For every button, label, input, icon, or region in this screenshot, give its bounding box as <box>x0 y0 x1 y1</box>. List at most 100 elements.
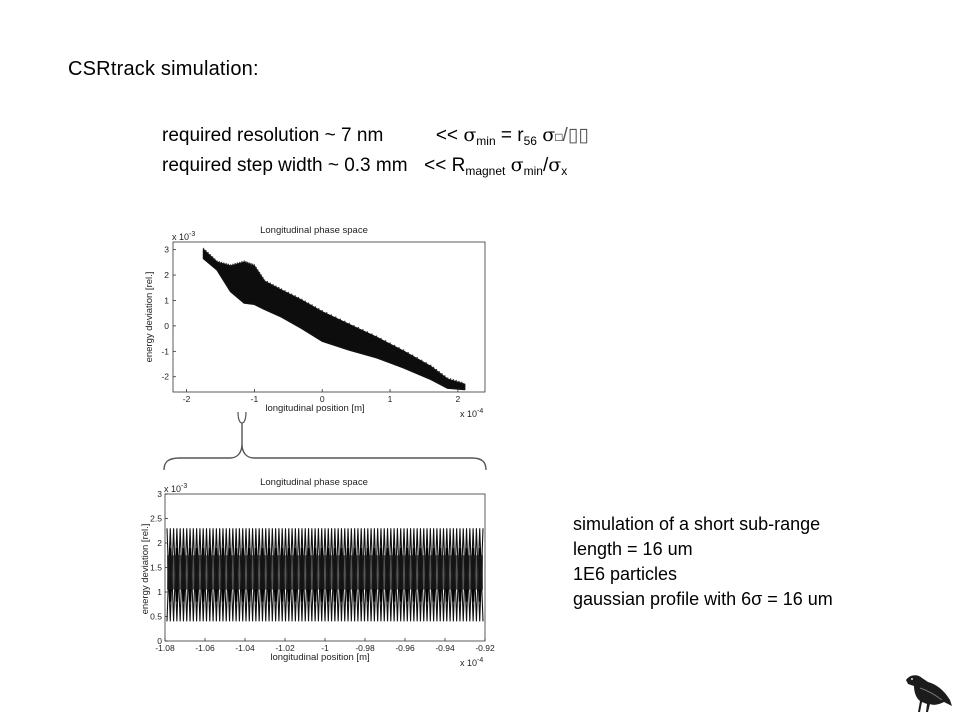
particle-point <box>269 282 271 284</box>
particle-point <box>245 261 247 263</box>
y-tick-label: 0 <box>157 636 162 646</box>
particle-point <box>216 260 218 262</box>
particle-point <box>393 344 396 347</box>
particle-point <box>236 262 239 264</box>
y-axis-label: energy deviation [rel.] <box>140 524 151 615</box>
plot-frame <box>172 241 486 393</box>
x-tick-label: 2 <box>456 394 461 404</box>
particle-point <box>207 251 209 254</box>
particle-point <box>284 290 286 292</box>
y-tick-label: 0.5 <box>150 612 162 622</box>
x-tick-label: -0.92 <box>475 643 495 653</box>
particle-point <box>220 261 223 264</box>
formula-sigma: σ <box>542 124 556 146</box>
particle-point <box>407 351 409 354</box>
particle-point <box>272 283 274 286</box>
particle-point <box>432 366 435 369</box>
y-tick-label: 2.5 <box>150 514 162 524</box>
particle-point <box>297 296 300 299</box>
particle-point <box>330 314 332 316</box>
particle-point <box>260 274 262 276</box>
particle-point <box>218 261 221 263</box>
y-tick-label: 3 <box>157 489 162 499</box>
particle-point <box>425 362 427 364</box>
particle-point <box>430 364 432 367</box>
particle-point <box>304 300 306 302</box>
requirement-step-width: required step width ~ 0.3 mm << Rmagnet … <box>162 154 567 178</box>
particle-point <box>251 263 254 266</box>
particle-point <box>458 380 460 383</box>
particle-point <box>335 316 337 318</box>
y-tick-label: 3 <box>164 245 169 255</box>
particle-point <box>416 357 418 359</box>
particle-point <box>294 295 296 297</box>
particle-point <box>223 262 225 264</box>
particle-point <box>227 263 230 266</box>
particle-point <box>232 263 234 266</box>
particle-point <box>234 262 236 265</box>
particle-point <box>248 262 251 264</box>
particle-point <box>214 258 216 260</box>
y-tick-label: 1 <box>164 295 169 305</box>
particle-point <box>205 249 207 252</box>
particle-point <box>362 329 364 331</box>
formula-sigma: σ <box>463 124 477 146</box>
x-tick-label: 0 <box>320 394 325 404</box>
particle-point <box>452 379 455 381</box>
particle-point <box>301 298 303 300</box>
formula-sigma: σ <box>548 154 562 176</box>
particle-point <box>253 264 256 266</box>
requirement-label: required resolution ~ 7 nm <box>162 125 384 146</box>
particle-point <box>444 375 446 377</box>
particle-point <box>314 306 317 308</box>
x-tick-label: -1.06 <box>195 643 215 653</box>
y-tick-label: 2 <box>164 270 169 280</box>
particle-point <box>375 335 378 337</box>
note-line: simulation of a short sub-range <box>573 514 821 534</box>
particle-point <box>211 256 214 258</box>
x-tick-label: -1 <box>321 643 329 653</box>
y-tick-label: 0 <box>164 321 169 331</box>
oscillation-curves <box>166 528 484 622</box>
requirement-relation: << <box>435 125 459 146</box>
particle-point <box>402 349 405 351</box>
y-tick-label: 1 <box>157 587 162 597</box>
particle-point <box>321 310 323 312</box>
particle-point <box>366 331 369 333</box>
particle-point <box>435 368 438 371</box>
particle-point <box>262 276 264 279</box>
y-tick-label: -2 <box>161 372 169 382</box>
chart-phase-space-full: Longitudinal phase space x 10-3 3 2 1 0 -1 -2… <box>144 225 486 419</box>
requirement-resolution: required resolution ~ 7 nm << σmin = r56… <box>162 124 589 148</box>
particle-point <box>353 324 355 327</box>
y-axis-label: energy deviation [rel.] <box>144 272 155 363</box>
particle-point <box>280 288 283 290</box>
particle-point <box>461 381 463 384</box>
formula-box: □ <box>555 130 563 144</box>
particle-point <box>290 293 293 295</box>
particle-point <box>449 378 452 380</box>
particle-point <box>455 379 457 382</box>
particle-point <box>389 342 391 344</box>
particle-point <box>339 318 342 320</box>
particle-point <box>441 373 443 375</box>
particle-point <box>411 354 414 356</box>
particle-point <box>266 280 269 283</box>
particle-point <box>250 262 252 265</box>
note-line: gaussian profile with 6σ = 16 um <box>573 589 833 609</box>
crow-icon <box>906 675 952 712</box>
particle-point <box>384 340 387 342</box>
note-line: length = 16 um <box>573 539 693 559</box>
requirement-relation: << <box>424 155 447 176</box>
particle-point <box>209 254 212 256</box>
formula-r: R <box>451 155 466 176</box>
phase-space-band <box>202 248 466 391</box>
x-tick-label: -1.02 <box>275 643 295 653</box>
y-exponent: x 10-3 <box>164 483 187 494</box>
chart-title: Longitudinal phase space <box>260 477 368 488</box>
y-tick-label: 2 <box>157 538 162 548</box>
particle-point <box>263 279 266 281</box>
formula-sub: 56 <box>523 134 537 148</box>
formula-tail: /▯▯ <box>562 125 589 146</box>
particle-point <box>438 371 440 373</box>
